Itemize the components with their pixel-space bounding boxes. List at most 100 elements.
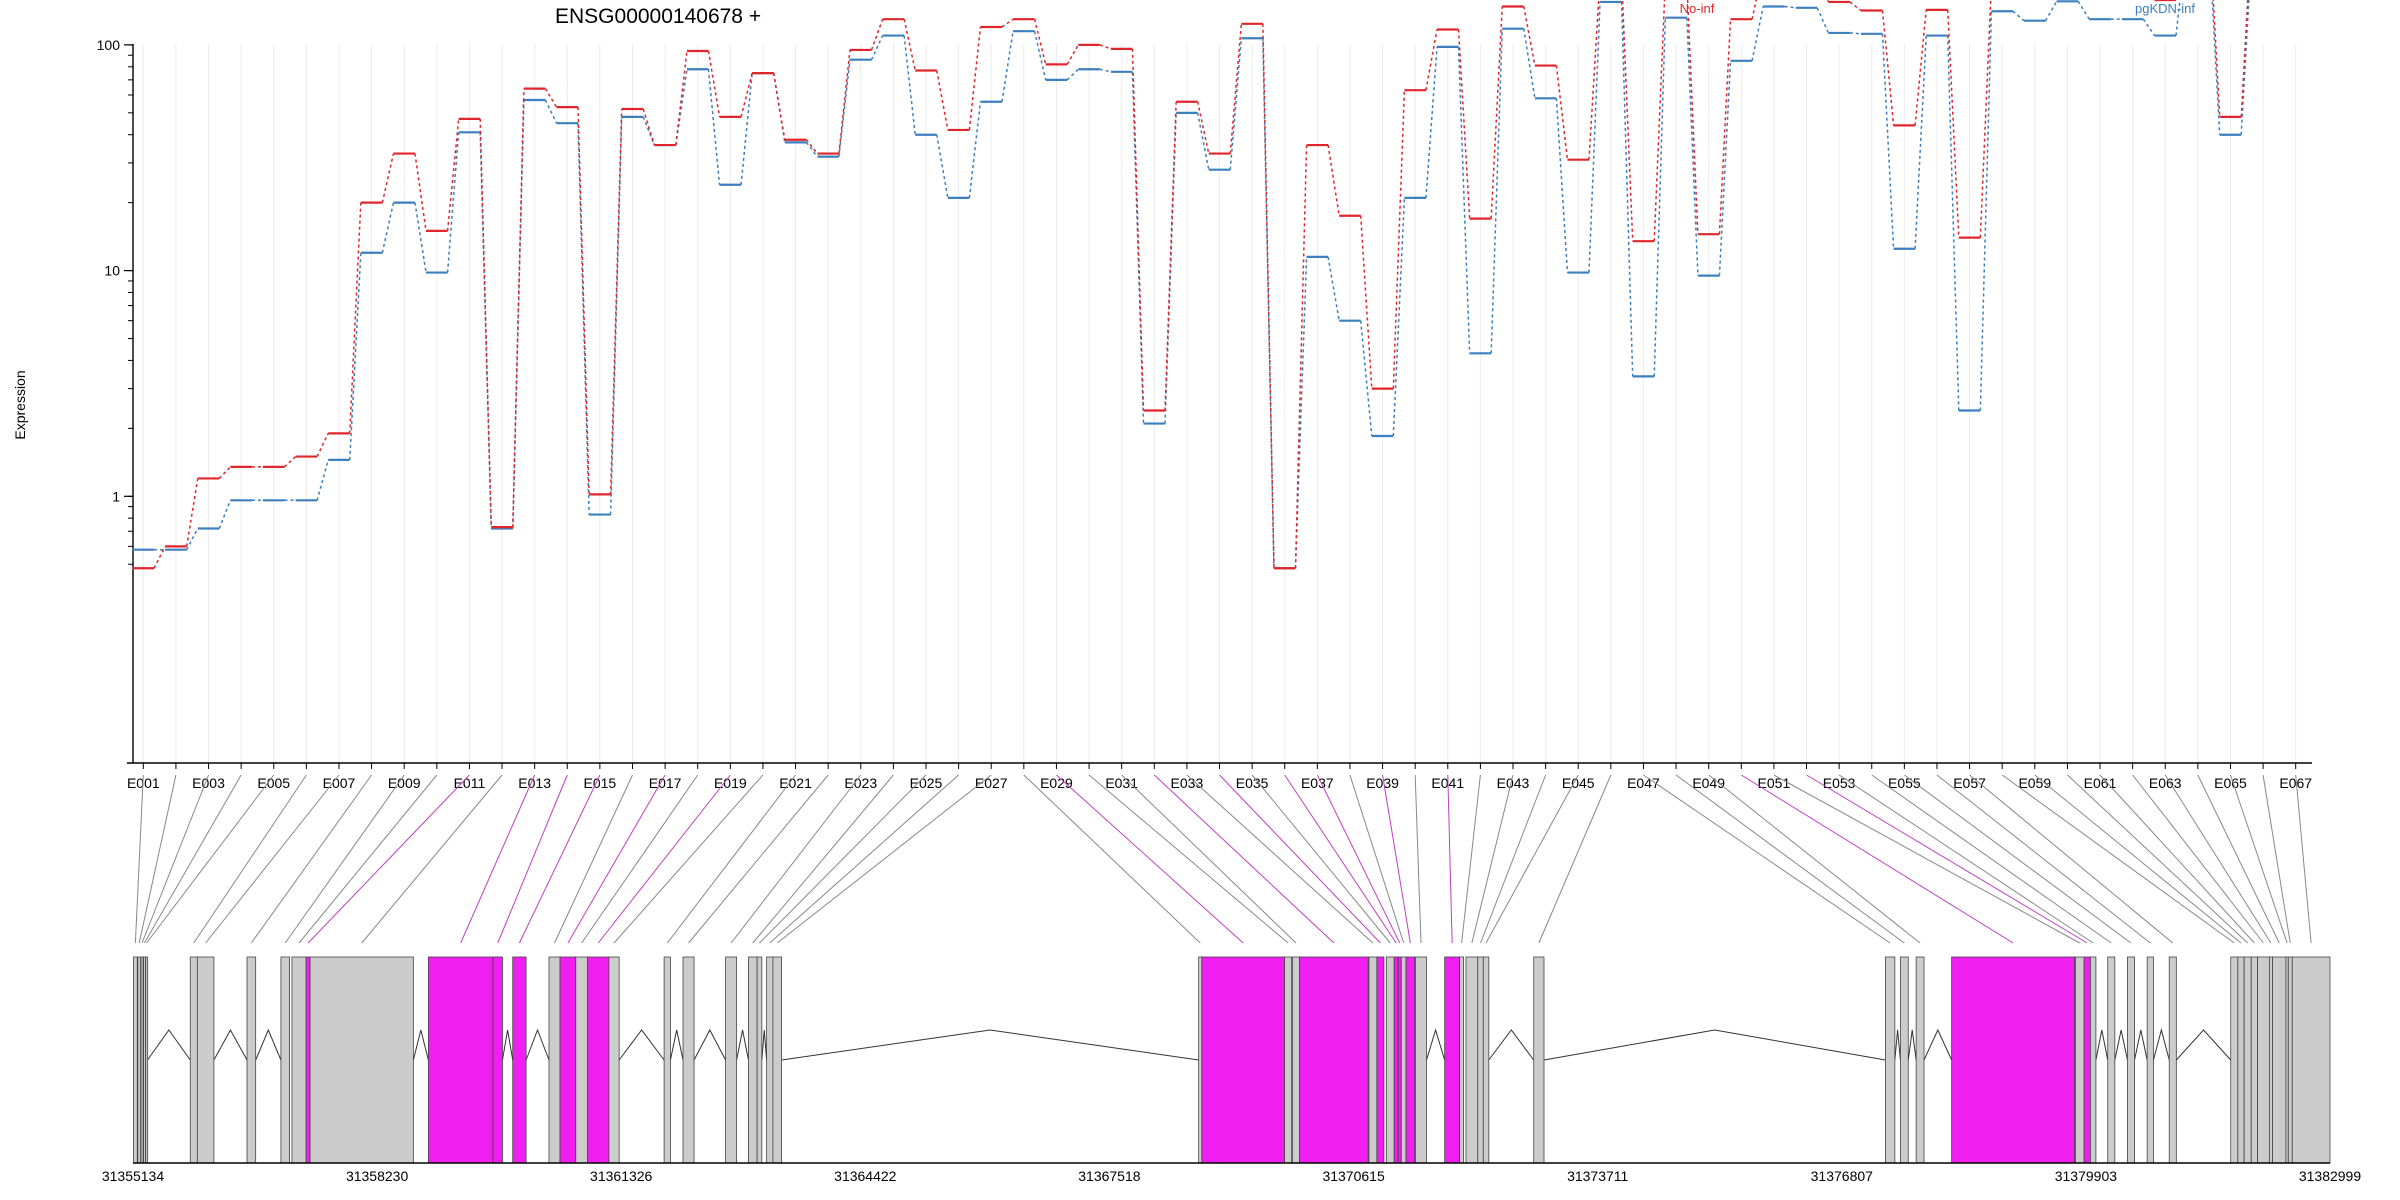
exon-block <box>2250 956 2258 1164</box>
exon-block <box>663 956 671 1164</box>
series-layer <box>132 0 2250 570</box>
series-connector <box>1686 17 1699 276</box>
exon-connector <box>1471 774 1514 944</box>
series-connector <box>1099 68 1112 73</box>
series-connector <box>1294 145 1308 569</box>
exon-block <box>1405 956 1416 1164</box>
intron-line <box>693 1028 727 1061</box>
series-connector <box>1849 1 1862 12</box>
exon-connector <box>1186 774 1374 944</box>
series-connector <box>1555 65 1569 160</box>
exon-block <box>2107 956 2116 1164</box>
exon-connector <box>1056 774 1244 944</box>
genomic-tick-label: 31370615 <box>1322 1168 1385 1184</box>
series-connector <box>1262 23 1275 569</box>
genomic-tick-label: 31355134 <box>102 1168 165 1184</box>
series-connector <box>675 69 688 146</box>
exon-connector <box>307 774 470 944</box>
series-connector <box>1001 18 1014 28</box>
series-connector <box>2240 0 2249 117</box>
series-connector <box>2240 0 2250 135</box>
exon-connector <box>1023 774 1201 944</box>
exon-connector <box>1538 774 1612 944</box>
series-connector <box>284 456 297 468</box>
series-connector <box>153 546 166 569</box>
series-connector <box>1718 19 1732 235</box>
exon-block <box>1400 956 1407 1164</box>
exon-connector <box>1969 774 2174 944</box>
exon-connector <box>554 774 633 944</box>
exon-connector <box>1485 774 1579 944</box>
series-connector <box>1099 44 1112 50</box>
exon-block <box>309 956 414 1164</box>
exon-block <box>1368 956 1378 1164</box>
genomic-tick-label: 31382999 <box>2299 1168 2362 1184</box>
x-tick-label: E065 <box>2214 775 2247 791</box>
series-connector <box>1588 0 1600 160</box>
exon-connector <box>134 774 144 944</box>
intron-line <box>618 1029 665 1061</box>
series-connector <box>1849 32 1862 35</box>
exon-connector <box>2067 774 2249 944</box>
exon-block <box>1915 956 1925 1164</box>
series-connector <box>675 50 688 146</box>
exon-connector <box>1447 774 1453 944</box>
series-connector <box>903 35 916 135</box>
exon-connectors <box>134 774 2312 944</box>
intron-line <box>1488 1029 1535 1061</box>
exon-connector <box>597 774 731 944</box>
series-connector <box>316 459 329 501</box>
exon-block <box>772 956 782 1164</box>
x-tick-label: E031 <box>1105 775 1138 791</box>
series-connector <box>446 118 460 231</box>
exon-connector <box>497 774 568 944</box>
exon-connector <box>1088 774 1289 944</box>
exon-connector <box>205 774 340 944</box>
exon-connector <box>581 774 699 944</box>
exon-connector <box>1741 774 2014 944</box>
intron-line <box>255 1028 282 1061</box>
x-tick-label: E015 <box>584 775 617 791</box>
x-tick-label: E057 <box>1953 775 1986 791</box>
exon-connector <box>2262 774 2291 944</box>
series-connector <box>838 59 851 157</box>
exon-block <box>492 956 503 1164</box>
exon-connector <box>1121 774 1297 944</box>
exon-block <box>246 956 257 1164</box>
exon-block <box>748 956 758 1164</box>
exon-connector <box>2001 774 2235 944</box>
exon-block <box>1201 956 1286 1164</box>
series-connector <box>936 70 949 131</box>
genomic-tick-label: 31358230 <box>346 1168 409 1184</box>
genomic-tick-label: 31376807 <box>1811 1168 1874 1184</box>
x-tick-label: E037 <box>1301 775 1334 791</box>
series-connector <box>1523 28 1536 99</box>
intron-line <box>213 1028 248 1061</box>
genomic-tick-label: 31364422 <box>834 1168 897 1184</box>
exon-block <box>1299 956 1369 1164</box>
exon-connector <box>1708 774 1921 944</box>
series-connector <box>838 49 851 154</box>
intron-line <box>1543 1029 1886 1061</box>
intron-line <box>2114 1029 2128 1061</box>
x-tick-label: E027 <box>975 775 1008 791</box>
x-tick-label: E025 <box>910 775 943 791</box>
series-connector <box>2077 0 2090 20</box>
series-connector <box>1392 90 1406 389</box>
series-connector <box>805 141 818 158</box>
exon-block <box>189 956 198 1164</box>
exon-connector <box>1284 774 1397 944</box>
exon-connector <box>1480 774 1547 944</box>
x-tick-label: E009 <box>388 775 421 791</box>
exon-connector <box>613 774 764 944</box>
exon-block <box>1393 956 1399 1164</box>
series-connector <box>1620 1 1634 377</box>
exon-connector <box>769 774 959 944</box>
series-connector <box>1392 197 1406 437</box>
exon-block <box>1951 956 2076 1164</box>
exon-connector <box>1219 774 1381 944</box>
series-connector <box>1327 144 1340 216</box>
exon-connector <box>1643 774 1891 944</box>
intron-line <box>525 1028 550 1061</box>
exon-connector <box>193 774 307 944</box>
